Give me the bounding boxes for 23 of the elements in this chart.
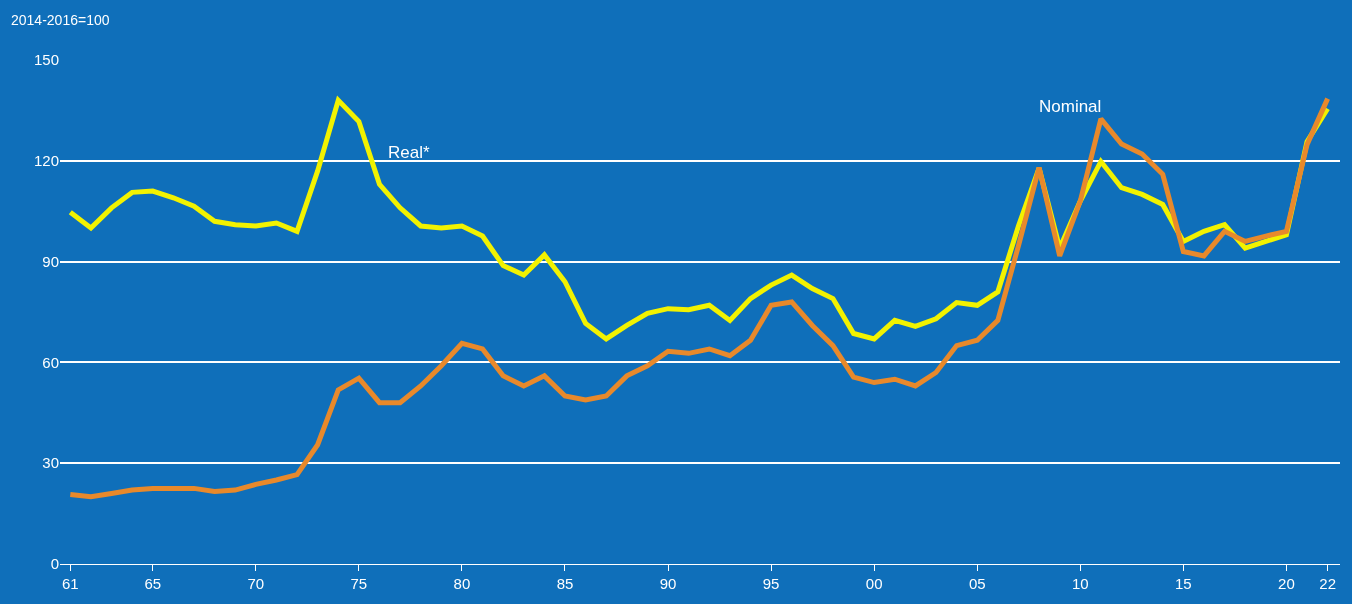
annotation: Nominal (1039, 97, 1102, 116)
y-tick-label: 30 (42, 454, 59, 472)
y-axis-title: 2014-2016=100 (11, 12, 110, 28)
x-tick-label: 95 (762, 575, 780, 592)
x-tick-label: 05 (968, 575, 986, 592)
x-tick-label: 80 (453, 575, 471, 592)
y-tick-label: 60 (42, 353, 59, 371)
y-tick-label: 90 (42, 252, 59, 270)
x-tick-label: 15 (1175, 575, 1192, 592)
x-tick-label: 00 (865, 575, 883, 592)
x-tick-label: 90 (659, 575, 677, 592)
x-tick-label: 85 (556, 575, 574, 592)
x-tick-label: 65 (144, 575, 162, 592)
x-tick-label: 10 (1071, 575, 1089, 592)
annotation: Real* (388, 143, 430, 162)
x-tick-label: 61 (61, 575, 79, 592)
x-tick-label: 20 (1278, 575, 1295, 592)
y-tick-label: 120 (33, 152, 59, 170)
x-tick-label: 22 (1319, 575, 1336, 592)
y-tick-label: 0 (50, 555, 59, 573)
y-tick-label: 150 (33, 51, 59, 69)
x-tick-label: 70 (247, 575, 265, 592)
x-tick-label: 75 (350, 575, 368, 592)
